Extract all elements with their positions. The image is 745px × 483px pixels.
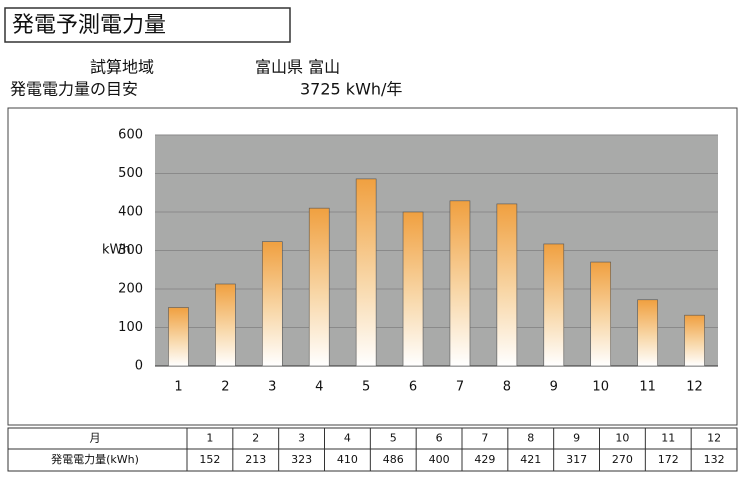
table-month: 3 — [298, 432, 305, 445]
table-month: 6 — [436, 432, 443, 445]
bar — [215, 283, 236, 367]
bar — [308, 207, 330, 367]
estimate-label: 発電電力量の目安 — [10, 80, 138, 99]
table-month: 8 — [527, 432, 534, 445]
x-tick-label: 8 — [503, 380, 511, 395]
x-tick-label: 3 — [268, 380, 276, 395]
table-row-label: 発電電力量(kWh) — [51, 452, 139, 466]
estimate: 3725 kWh/年 — [300, 80, 402, 99]
table-month: 5 — [390, 432, 397, 445]
bar — [496, 203, 518, 367]
x-tick-label: 10 — [592, 380, 609, 395]
y-tick-label: 300 — [118, 243, 143, 258]
title-box — [4, 7, 291, 43]
page-title: 発電予測電力量 — [12, 13, 166, 38]
table-month: 11 — [661, 432, 675, 445]
table-value: 323 — [291, 453, 312, 466]
x-tick-label: 1 — [174, 380, 182, 395]
bar — [449, 200, 471, 367]
bar — [355, 178, 377, 367]
x-tick-label: 4 — [315, 380, 323, 395]
x-tick-label: 12 — [686, 380, 703, 395]
table-value: 486 — [383, 453, 404, 466]
bar — [684, 314, 705, 367]
x-tick-label: 7 — [456, 380, 464, 395]
table-month: 1 — [206, 432, 213, 445]
region: 富山県 富山 — [255, 58, 340, 77]
table-header: 月 — [90, 432, 101, 445]
y-tick-label: 600 — [118, 128, 143, 143]
table-value: 132 — [704, 453, 725, 466]
y-tick-label: 500 — [118, 166, 143, 181]
table-value: 429 — [474, 453, 495, 466]
table-value: 410 — [337, 453, 358, 466]
bar — [261, 241, 283, 367]
table-month: 10 — [615, 432, 629, 445]
table-value: 270 — [612, 453, 633, 466]
y-tick-label: 0 — [135, 359, 143, 374]
table-value: 213 — [245, 453, 266, 466]
table-month: 7 — [481, 432, 488, 445]
y-tick-label: 100 — [118, 320, 143, 335]
table-value: 317 — [566, 453, 587, 466]
bar — [590, 261, 612, 367]
x-tick-label: 11 — [639, 380, 656, 395]
x-tick-label: 9 — [550, 380, 558, 395]
bar — [402, 211, 424, 367]
table-month: 12 — [707, 432, 721, 445]
x-tick-label: 6 — [409, 380, 417, 395]
table-month: 4 — [344, 432, 351, 445]
table-value: 172 — [658, 453, 679, 466]
bar — [543, 243, 565, 367]
y-tick-label: 400 — [118, 205, 143, 220]
bar — [637, 299, 658, 367]
table-month: 9 — [573, 432, 580, 445]
table-value: 421 — [520, 453, 541, 466]
bar — [168, 307, 189, 367]
x-tick-label: 2 — [221, 380, 229, 395]
y-tick-label: 200 — [118, 282, 143, 297]
table-value: 152 — [199, 453, 220, 466]
table-month: 2 — [252, 432, 259, 445]
y-axis-label: kWh — [102, 243, 131, 258]
x-tick-label: 5 — [362, 380, 370, 395]
region-label: 試算地域 — [90, 58, 154, 77]
table-value: 400 — [429, 453, 450, 466]
